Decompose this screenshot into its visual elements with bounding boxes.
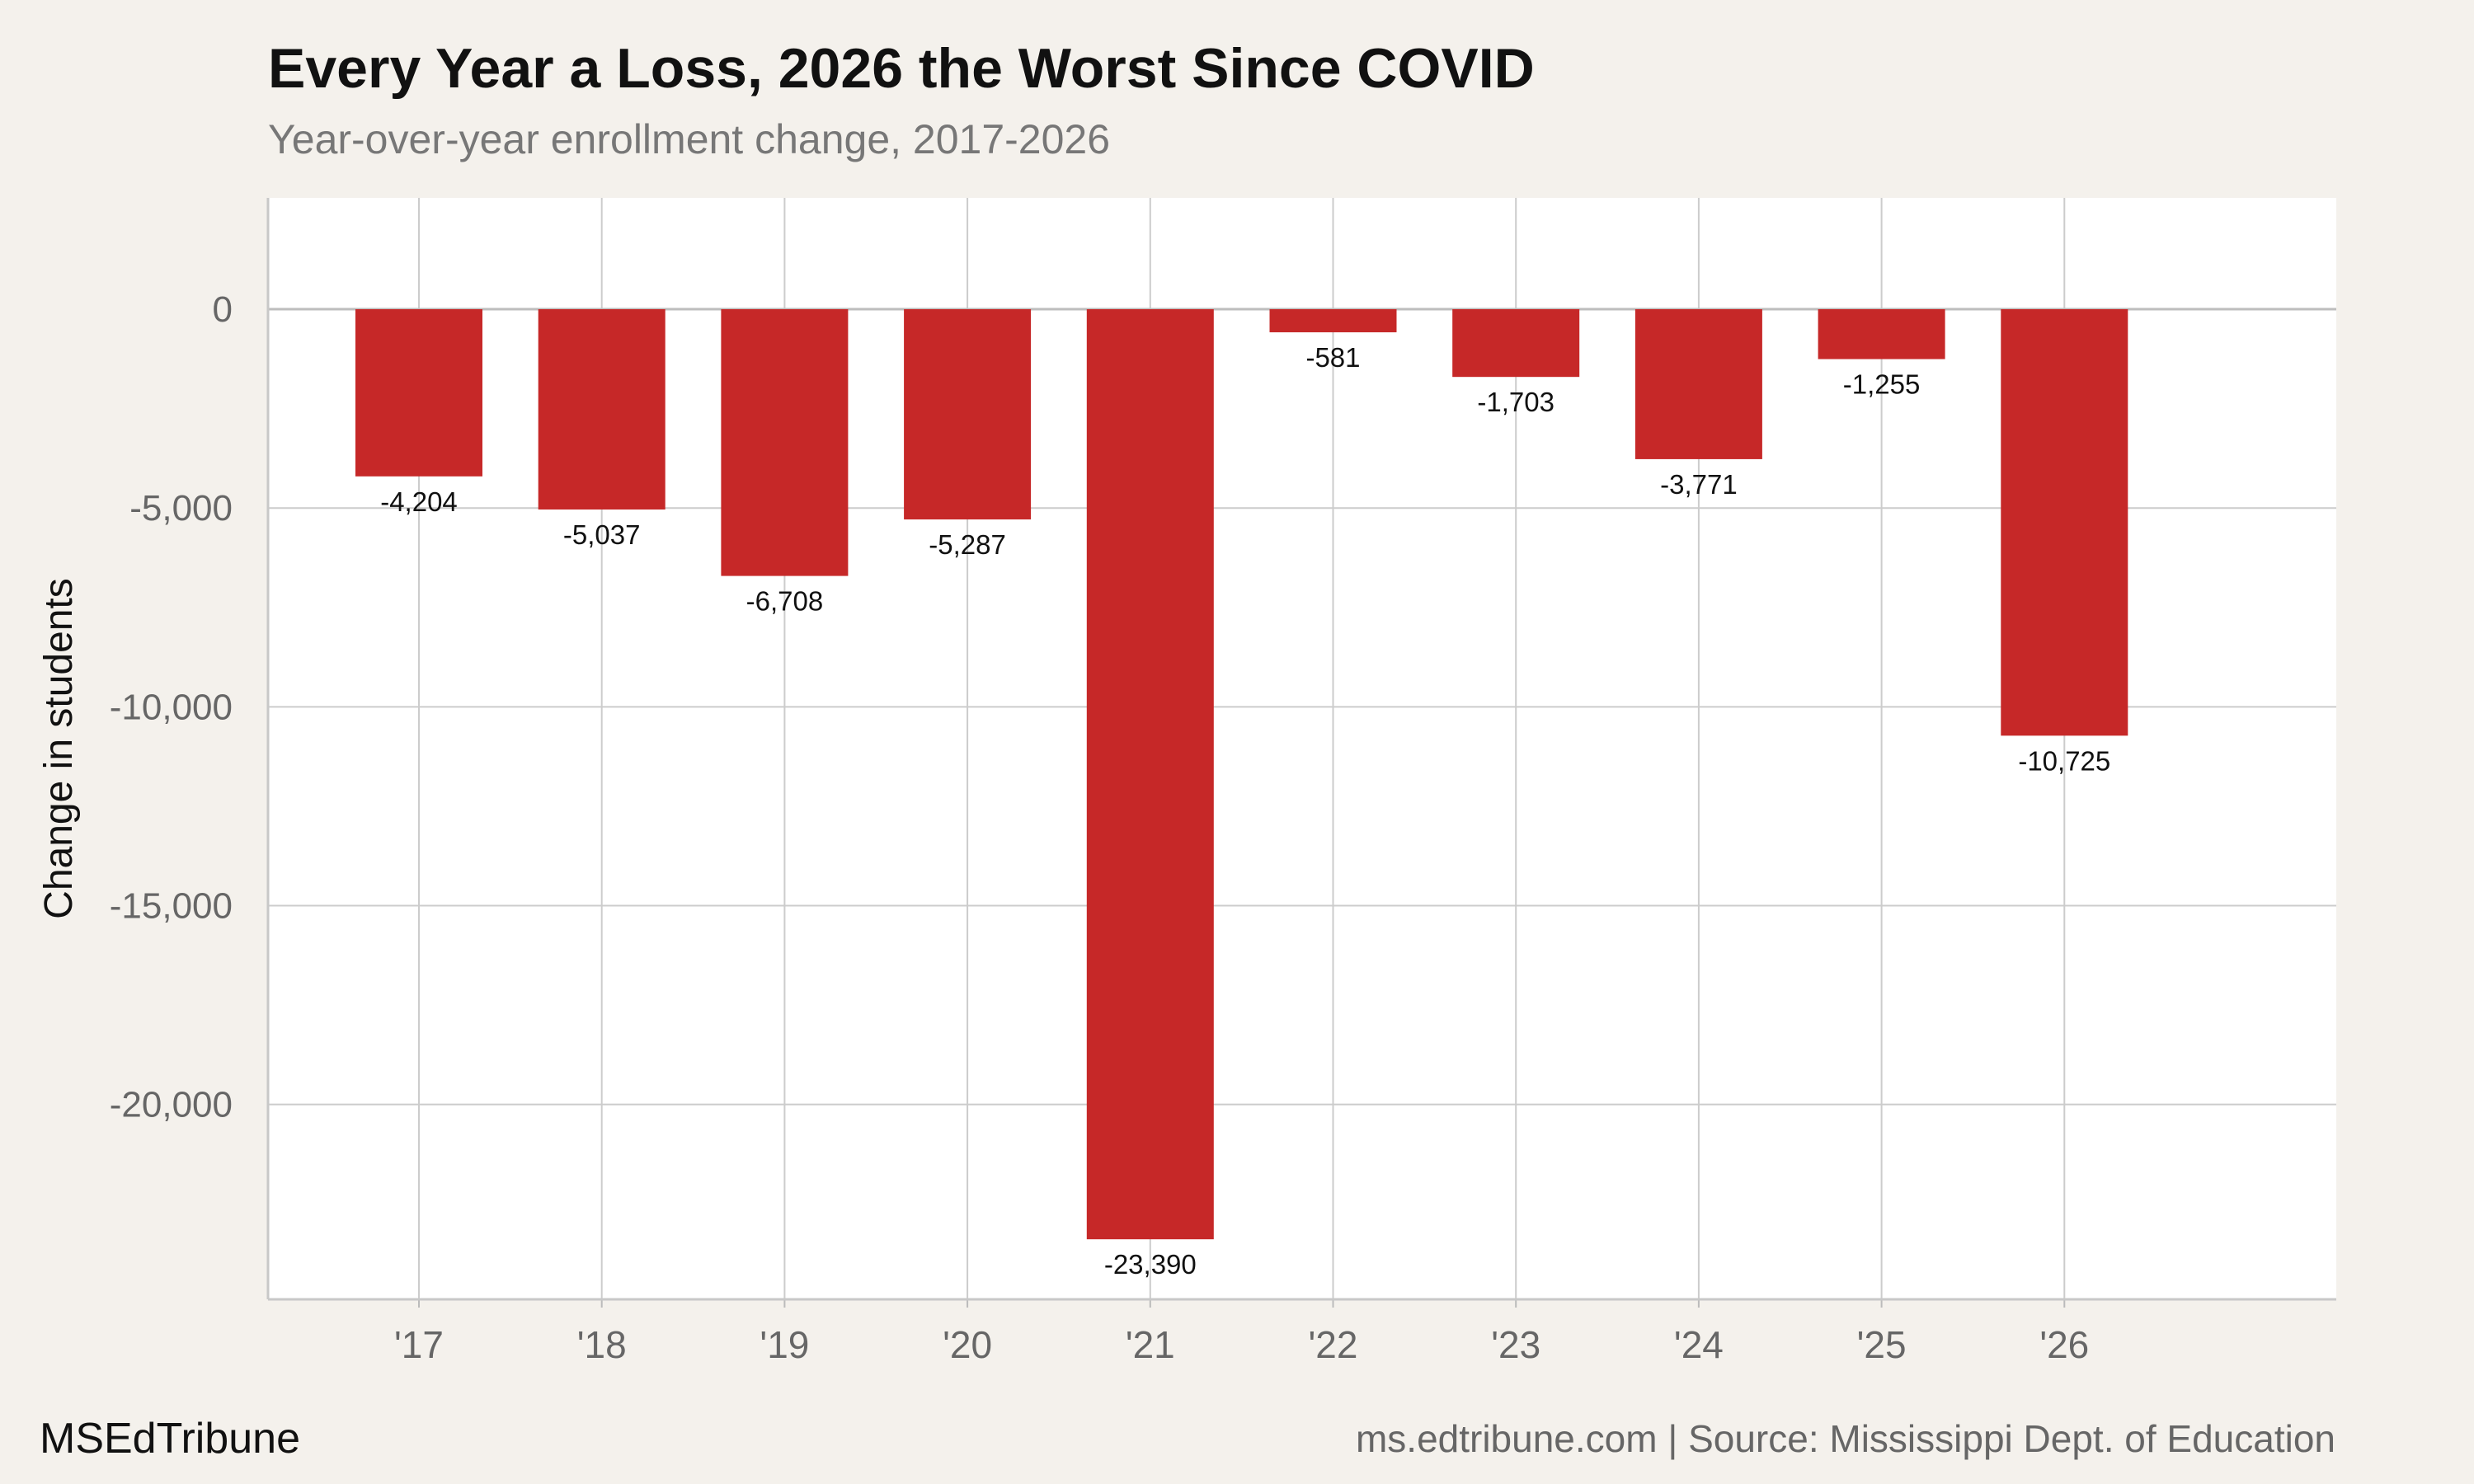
axes: 0 -5,000 -10,000 -15,000 -20,000 '17 '18 '19 '20… <box>110 198 2336 1366</box>
y-tick-label: -10,000 <box>110 687 233 727</box>
y-tick-label: -5,000 <box>129 488 233 528</box>
data-label: -5,287 <box>929 529 1006 560</box>
bars <box>355 309 2128 1240</box>
data-label: -5,037 <box>563 519 641 550</box>
bar <box>904 309 1032 520</box>
data-label: -3,771 <box>1660 469 1738 500</box>
x-tick-label: '24 <box>1674 1323 1724 1366</box>
data-label: -6,708 <box>746 586 824 617</box>
y-tick-label: -15,000 <box>110 886 233 927</box>
x-tick-label: '25 <box>1857 1323 1907 1366</box>
bar <box>538 309 666 510</box>
x-tick-label: '23 <box>1491 1323 1540 1366</box>
data-label: -581 <box>1305 342 1360 373</box>
data-label: -23,390 <box>1104 1249 1197 1280</box>
x-tick-label: '22 <box>1309 1323 1358 1366</box>
x-tick-label: '18 <box>577 1323 627 1366</box>
chart-subtitle: Year-over-year enrollment change, 2017-2… <box>268 116 1111 162</box>
bar <box>721 309 849 576</box>
brand-logo-text: MSEdTribune <box>40 1415 300 1463</box>
bar <box>1634 309 1762 459</box>
source-credit: ms.edtribune.com | Source: Mississippi D… <box>1355 1417 2335 1460</box>
x-tick-label: '20 <box>943 1323 992 1366</box>
x-tick-label: '21 <box>1126 1323 1175 1366</box>
bar <box>1818 309 1945 359</box>
bar <box>355 309 482 477</box>
bar <box>1269 309 1397 333</box>
x-tick-label: '17 <box>394 1323 444 1366</box>
data-label: -4,204 <box>380 486 458 517</box>
bar <box>1086 309 1214 1240</box>
data-label: -1,255 <box>1843 369 1921 400</box>
y-tick-label: -20,000 <box>110 1085 233 1125</box>
y-tick-label: 0 <box>213 289 233 330</box>
data-labels: -4,204 -5,037 -6,708 -5,287 -23,390 -581 -1,70… <box>380 342 2110 1280</box>
x-tick-label: '26 <box>2039 1323 2089 1366</box>
chart-title: Every Year a Loss, 2026 the Worst Since … <box>268 37 1535 100</box>
bar <box>2001 309 2128 736</box>
y-axis-title: Change in students <box>37 578 81 919</box>
data-label: -1,703 <box>1477 387 1554 417</box>
bar <box>1452 309 1580 378</box>
x-tick-label: '19 <box>760 1323 809 1366</box>
data-label: -10,725 <box>2018 745 2110 776</box>
